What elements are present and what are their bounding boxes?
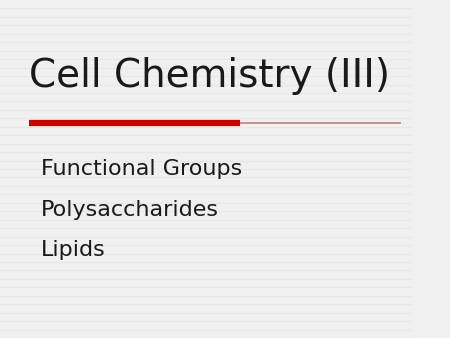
Text: Cell Chemistry (III): Cell Chemistry (III) — [29, 57, 390, 95]
Text: Lipids: Lipids — [41, 240, 106, 260]
Text: Functional Groups: Functional Groups — [41, 159, 243, 179]
Text: Polysaccharides: Polysaccharides — [41, 199, 219, 220]
